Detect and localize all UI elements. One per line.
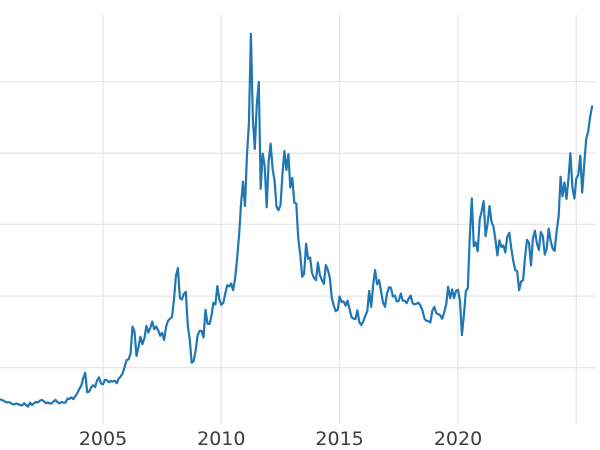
x-tick-label: 2010 xyxy=(197,428,245,450)
x-tick-label: 2020 xyxy=(434,428,482,450)
price-line-series xyxy=(0,32,594,408)
x-tick-label: 2005 xyxy=(79,428,127,450)
x-tick-label: 2015 xyxy=(315,428,363,450)
